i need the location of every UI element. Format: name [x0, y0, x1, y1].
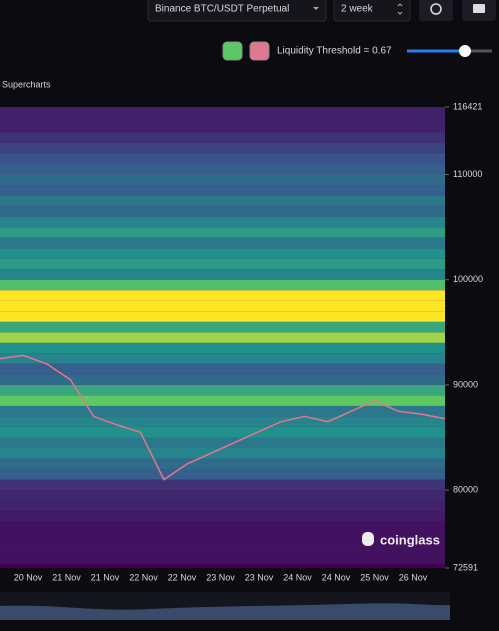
- x-tick-label: 23 Nov: [206, 572, 235, 582]
- spinner: [397, 3, 403, 15]
- heat-row: [0, 448, 445, 459]
- heat-row: [0, 405, 445, 417]
- heat-row: [0, 469, 445, 480]
- x-tick-label: 25 Nov: [360, 572, 389, 582]
- heat-row: [0, 479, 445, 491]
- y-tick-label: 100000: [453, 274, 483, 284]
- y-tick-label: 116421: [453, 101, 482, 111]
- x-tick-label: 24 Nov: [283, 572, 312, 582]
- heat-row: [0, 121, 445, 133]
- heat-row: [0, 321, 445, 333]
- heat-row: [0, 500, 445, 512]
- heat-row: [0, 269, 445, 280]
- heat-row: [0, 311, 445, 322]
- y-tick-label: 72591: [453, 562, 478, 572]
- heat-row: [0, 237, 445, 249]
- dropdown-arrow: [313, 7, 319, 10]
- threshold-label: Liquidity Threshold = 0.67: [277, 46, 392, 57]
- price-line: [0, 354, 446, 481]
- x-tick-label: 21 Nov: [52, 572, 81, 582]
- heat-row: [0, 279, 445, 291]
- heat-row: [0, 511, 445, 522]
- x-tick-label: 24 Nov: [322, 572, 351, 582]
- color-swatch-green[interactable]: [222, 41, 243, 61]
- heat-row: [0, 426, 445, 438]
- period-text: 2 week: [341, 4, 374, 15]
- heat-row: [0, 342, 445, 354]
- x-tick-label: 20 Nov: [14, 572, 43, 582]
- heat-row: [0, 416, 445, 427]
- heat-row: [0, 300, 445, 312]
- heat-row: [0, 542, 445, 554]
- refresh-icon: [430, 3, 442, 15]
- heat-row: [0, 395, 445, 406]
- heat-row: [0, 521, 445, 533]
- y-tick-label: 80000: [453, 484, 478, 494]
- heat-row: [0, 164, 445, 175]
- y-tick-label: 90000: [453, 379, 478, 389]
- heat-row: [0, 458, 445, 470]
- symbol-select[interactable]: [147, 0, 327, 22]
- watermark-logo: [362, 532, 374, 546]
- watermark: coinglass: [380, 532, 440, 547]
- symbol-text: Binance BTC/USDT Perpetual: [155, 4, 289, 15]
- heat-row: [0, 437, 445, 449]
- heat-row: [0, 227, 445, 238]
- heat-row: [0, 248, 445, 259]
- heat-row: [0, 490, 445, 501]
- heat-row: [0, 532, 445, 543]
- heat-row: [0, 107, 445, 112]
- heat-row: [0, 216, 445, 228]
- x-tick-label: 23 Nov: [245, 572, 274, 582]
- heat-row: [0, 153, 445, 165]
- heat-row: [0, 553, 445, 564]
- x-tick-label: 21 Nov: [91, 572, 120, 582]
- plot: [0, 107, 446, 568]
- heat-row: [0, 206, 445, 217]
- heat-row: [0, 353, 445, 364]
- source-label: Supercharts: [2, 79, 51, 89]
- heat-row: [0, 185, 445, 196]
- x-tick-label: 26 Nov: [399, 572, 428, 582]
- navigator-area: [0, 603, 450, 620]
- x-tick-label: 22 Nov: [168, 572, 197, 582]
- heat-row: [0, 363, 445, 375]
- camera-icon: [473, 4, 485, 13]
- slider-knob[interactable]: [459, 45, 471, 57]
- y-tick-label: 110000: [453, 169, 482, 179]
- heat-row: [0, 111, 445, 122]
- period-select[interactable]: [333, 0, 411, 22]
- heat-row: [0, 384, 445, 396]
- x-tick-label: 22 Nov: [129, 572, 158, 582]
- heat-row: [0, 132, 445, 143]
- refresh-button[interactable]: [419, 0, 453, 21]
- heat-row: [0, 142, 445, 154]
- heat-row: [0, 374, 445, 385]
- heat-row: [0, 258, 445, 270]
- heat-row: [0, 195, 445, 207]
- color-swatch-pink[interactable]: [249, 41, 270, 61]
- heat-row: [0, 290, 445, 301]
- heat-row: [0, 332, 445, 343]
- heat-row: [0, 174, 445, 186]
